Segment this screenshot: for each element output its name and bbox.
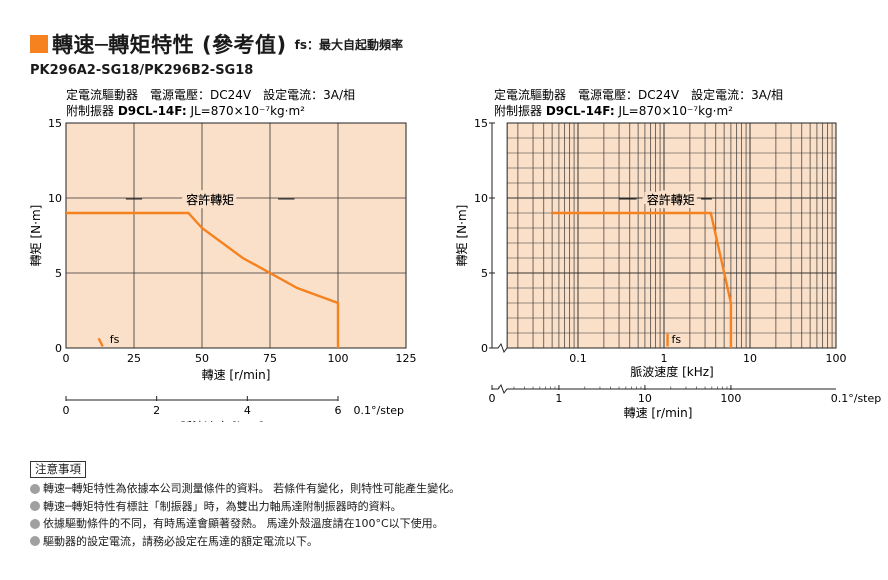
x-tick-label: 125 xyxy=(396,352,417,365)
note-item: 轉速─轉矩特性為依據本公司測量條件的資料。 若條件有變化，則特性可能產生變化。 xyxy=(30,480,460,498)
title-bar: 轉速─轉矩特性 (參考值) fs：最大自起動頻率 xyxy=(30,30,403,58)
chart-linear: 定電流驅動器 電源電壓：DC24V 設定電流：3A/相 附制振器 D9CL-14… xyxy=(29,87,417,422)
note-item: 驅動器的設定電流，請務必設定在馬達的額定電流以下。 xyxy=(30,533,460,551)
conditions-line2: 附制振器 D9CL-14F: JL=870×10⁻⁷kg·m² xyxy=(494,104,733,118)
x-tick-label: 10 xyxy=(743,352,757,365)
x-tick-label: 100 xyxy=(826,352,847,365)
y-tick-label: 15 xyxy=(48,117,62,130)
orange-square-icon xyxy=(30,35,48,53)
secondary-tick-label: 4 xyxy=(244,404,251,417)
fs-label: fs xyxy=(672,333,682,346)
x-tick-label: 50 xyxy=(195,352,209,365)
fs-definition: fs：最大自起動頻率 xyxy=(294,37,404,52)
conditions-line1: 定電流驅動器 電源電壓：DC24V 設定電流：3A/相 xyxy=(494,87,783,102)
bullet-icon xyxy=(30,536,40,547)
x-tick-label: 0.1 xyxy=(569,352,587,365)
plot-background xyxy=(506,122,837,349)
secondary-tick-label: 2 xyxy=(153,404,160,417)
model-number: PK296A2-SG18/PK296B2-SG18 xyxy=(30,63,254,78)
axis-break-mark xyxy=(492,342,508,354)
secondary-tick-label: 1 xyxy=(555,392,562,405)
x-tick-label: 100 xyxy=(328,352,349,365)
page-title: 轉速─轉矩特性 (參考值) xyxy=(52,33,287,57)
x-tick-label: 1 xyxy=(661,352,668,365)
y-tick-label: 15 xyxy=(474,117,488,130)
x-tick-label: 0 xyxy=(63,352,70,365)
series-line-allowable-torque xyxy=(66,211,340,348)
x-axis-label: 脈波速度 [kHz] xyxy=(630,364,713,379)
bullet-icon xyxy=(30,518,40,529)
secondary-axis-unit: 0.1°/step xyxy=(831,392,882,405)
y-tick-label: 5 xyxy=(55,267,62,280)
y-tick-label: 10 xyxy=(474,192,488,205)
x-tick-label: 75 xyxy=(263,352,277,365)
conditions-line1: 定電流驅動器 電源電壓：DC24V 設定電流：3A/相 xyxy=(66,87,355,102)
fs-marker xyxy=(97,337,104,348)
series-label: 容許轉矩 xyxy=(186,192,234,207)
secondary-axis-label: 轉速 [r/min] xyxy=(624,406,693,420)
secondary-tick-label: 6 xyxy=(335,404,342,417)
bullet-icon xyxy=(30,483,40,494)
x-tick-label: 25 xyxy=(127,352,141,365)
y-tick-label: 0 xyxy=(55,342,62,355)
note-item: 轉速─轉矩特性有標註「制振器」時，為雙出力軸馬達附制振器時的資料。 xyxy=(30,498,460,516)
note-item: 依據驅動條件的不同，有時馬達會顯著發熱。 馬達外殼溫度請在100°C以下使用。 xyxy=(30,515,460,533)
secondary-axis-label: 脈波速度 [kHz] xyxy=(180,419,263,422)
secondary-tick-label: 0 xyxy=(489,392,496,405)
y-tick-label: 5 xyxy=(481,267,488,280)
bullet-icon xyxy=(30,501,40,512)
conditions-line2: 附制振器 D9CL-14F: JL=870×10⁻⁷kg·m² xyxy=(66,104,305,118)
secondary-axis-line xyxy=(492,383,836,395)
fs-label: fs xyxy=(110,333,120,346)
series-label: 容許轉矩 xyxy=(647,192,695,207)
y-tick-label: 0 xyxy=(481,342,488,355)
secondary-axis-unit: 0.1°/step xyxy=(354,404,405,417)
notes-title: 注意事項 xyxy=(30,461,86,478)
secondary-tick-label: 10 xyxy=(638,392,652,405)
notes-section: 注意事項 轉速─轉矩特性為依據本公司測量條件的資料。 若條件有變化，則特性可能產… xyxy=(30,461,460,550)
series-line-allowable-torque xyxy=(552,211,733,348)
y-axis-label: 轉矩 [N·m] xyxy=(455,205,469,267)
chart-log: 定電流驅動器 電源電壓：DC24V 設定電流：3A/相 附制振器 D9CL-14… xyxy=(455,87,881,420)
series-label: 容許轉矩 xyxy=(186,192,234,207)
series-label: 容許轉矩 xyxy=(647,192,695,207)
x-axis-label: 轉速 [r/min] xyxy=(202,368,271,382)
y-tick-label: 10 xyxy=(48,192,62,205)
y-axis-label: 轉矩 [N·m] xyxy=(29,205,43,267)
secondary-tick-label: 0 xyxy=(63,404,70,417)
plot-background xyxy=(65,122,407,349)
secondary-tick-label: 100 xyxy=(720,392,741,405)
